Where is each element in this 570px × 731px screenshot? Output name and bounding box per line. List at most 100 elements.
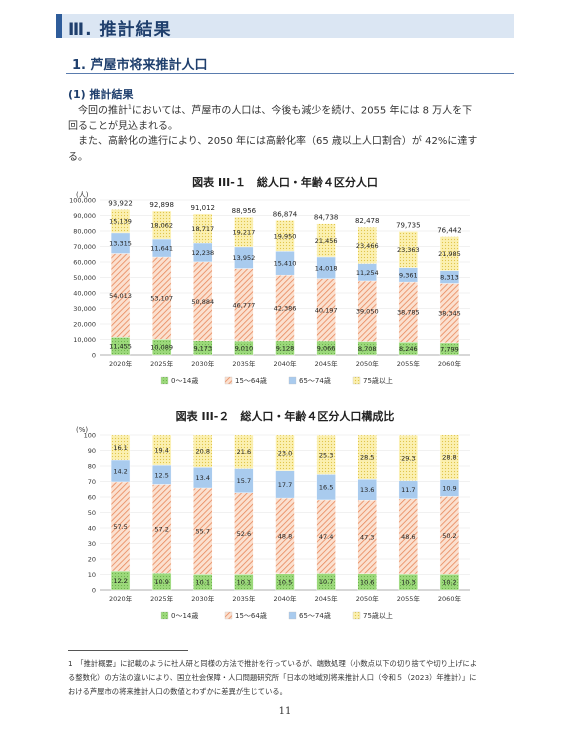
bar-segment-4 xyxy=(234,434,254,469)
x-tick-label: 2025年 xyxy=(150,359,174,368)
data-label: 16.1 xyxy=(113,444,127,452)
paragraph-1-text-a: 今回の推計 xyxy=(78,105,128,117)
x-tick-label: 2035年 xyxy=(232,359,256,368)
data-label: 10.9 xyxy=(154,578,168,586)
y-tick-label: 50 xyxy=(88,509,96,517)
bar-segment-4 xyxy=(357,226,377,264)
bar-segment-4 xyxy=(234,216,254,248)
bar-segment-4 xyxy=(439,236,460,271)
data-label: 48.8 xyxy=(278,532,292,540)
y-tick-label: 100,000 xyxy=(69,197,96,205)
paragraph-1-text-b: においては、芦屋市の人口は、今後も減少を続け、2055 年には 8 万人を下 xyxy=(131,105,473,117)
bar-segment-4 xyxy=(316,434,336,475)
x-tick-label: 2050年 xyxy=(356,594,380,603)
data-label: 25.3 xyxy=(319,451,333,459)
data-label: 10.2 xyxy=(442,579,456,587)
paragraph-1: 今回の推計1においては、芦屋市の人口は、今後も減少を続け、2055 年には 8 … xyxy=(68,100,514,135)
data-label: 42,386 xyxy=(274,305,297,313)
data-label: 57.2 xyxy=(154,525,168,533)
bar-segment-4 xyxy=(398,434,418,481)
chapter-title: Ⅲ. 推計結果 xyxy=(68,20,172,40)
data-label: 10.6 xyxy=(360,578,374,586)
data-label: 10.7 xyxy=(319,578,333,586)
y-tick-label: 60,000 xyxy=(73,259,96,267)
paragraph-2-text-b: る。 xyxy=(68,152,88,163)
data-label: 8,246 xyxy=(399,345,418,353)
footnote-number: 1 xyxy=(68,659,73,668)
x-tick-label: 2040年 xyxy=(273,359,297,368)
x-tick-label: 2060年 xyxy=(438,359,462,368)
total-label: 82,478 xyxy=(355,217,380,225)
y-tick-label: 50,000 xyxy=(73,274,96,282)
x-tick-label: 2020年 xyxy=(109,594,133,603)
total-label: 88,956 xyxy=(232,207,257,215)
footnote-ref[interactable]: 1 xyxy=(128,104,132,111)
data-label: 14.2 xyxy=(113,467,127,475)
x-tick-label: 2050年 xyxy=(356,359,380,368)
data-label: 14,018 xyxy=(315,264,338,272)
y-tick-label: 40,000 xyxy=(73,290,96,298)
y-tick-label: 80,000 xyxy=(73,228,96,236)
data-label: 10.1 xyxy=(237,579,251,587)
footnote-line-2: る整数化）の方法の違いにより、国立社会保障・人口問題研究所「日本の地域別将来推計… xyxy=(68,673,477,682)
bar-segment-4 xyxy=(398,231,418,268)
legend-label: 65～74歳 xyxy=(299,611,331,620)
subsection-title: (1) 推計結果 xyxy=(68,88,134,101)
y-tick-label: 100 xyxy=(84,432,96,440)
x-tick-label: 2055年 xyxy=(397,359,421,368)
y-tick-label: 70 xyxy=(88,478,96,486)
data-label: 15.7 xyxy=(237,477,251,485)
legend-swatch xyxy=(160,376,169,385)
legend-swatch xyxy=(224,611,233,620)
y-tick-label: 0 xyxy=(92,352,96,360)
data-label: 9,361 xyxy=(399,271,418,279)
total-label: 79,735 xyxy=(396,221,421,229)
legend-label: 15～64歳 xyxy=(235,611,267,620)
data-label: 11.7 xyxy=(401,486,415,494)
legend-label: 0～14歳 xyxy=(171,376,198,385)
footnote-line-1: 「推計概要」に記載のように社人研と同様の方法で推計を行っているが、端数処理（小数… xyxy=(79,659,478,668)
data-label: 20.8 xyxy=(196,448,210,456)
data-label: 11,641 xyxy=(150,245,173,253)
chart-2-title: 図表 III-２ 総人口・年齢４区分人口構成比 xyxy=(175,410,395,423)
data-label: 47.3 xyxy=(360,533,374,541)
legend-swatch xyxy=(160,611,169,620)
paragraph-2: また、高齢化の進行により、2050 年には高齢化率（65 歳以上人口割合）が 4… xyxy=(68,134,514,166)
y-tick-label: 10,000 xyxy=(73,336,96,344)
data-label: 8,313 xyxy=(440,274,459,282)
total-label: 84,738 xyxy=(314,214,339,222)
x-tick-label: 2035年 xyxy=(232,594,256,603)
data-label: 7,799 xyxy=(440,345,459,353)
x-tick-label: 2040年 xyxy=(273,594,297,603)
data-label: 10.1 xyxy=(196,579,210,587)
y-tick-label: 30 xyxy=(88,540,96,548)
data-label: 38,345 xyxy=(438,310,461,318)
x-tick-label: 2020年 xyxy=(109,359,133,368)
data-label: 29.3 xyxy=(401,454,415,462)
y-unit-label: (人) xyxy=(76,191,89,199)
footnote-line-3: おける芦屋市の将来推計人口の数値とわずかに差異が生じている。 xyxy=(68,687,287,696)
x-tick-label: 2055年 xyxy=(397,594,421,603)
total-label: 86,874 xyxy=(273,210,298,218)
chart-2-composition: (%) 0 10 20 30 40 50 60 70 80 90 100 12.2 57.5 14.2 16.… xyxy=(76,426,470,620)
data-label: 18,062 xyxy=(150,222,173,230)
legend-swatch xyxy=(288,376,297,385)
data-label: 9,173 xyxy=(193,344,212,352)
data-label: 23.0 xyxy=(278,449,292,457)
data-label: 15,139 xyxy=(109,218,132,226)
legend-label: 0～14歳 xyxy=(171,611,198,620)
y-tick-label: 70,000 xyxy=(73,243,96,251)
data-label: 13,952 xyxy=(233,254,256,262)
y-tick-label: 90 xyxy=(88,447,96,455)
data-label: 9,128 xyxy=(276,344,295,352)
data-label: 17.7 xyxy=(278,481,292,489)
data-label: 21,985 xyxy=(438,250,461,258)
data-label: 12.2 xyxy=(113,577,127,585)
legend-swatch xyxy=(352,611,361,620)
section-title: 1. 芦屋市将来推計人口 xyxy=(72,58,208,73)
y-unit-label: (%) xyxy=(76,426,88,434)
data-label: 53,107 xyxy=(150,295,173,303)
footnote-divider xyxy=(68,650,188,651)
bar-segment-4 xyxy=(110,209,131,234)
data-label: 19,217 xyxy=(233,229,256,237)
